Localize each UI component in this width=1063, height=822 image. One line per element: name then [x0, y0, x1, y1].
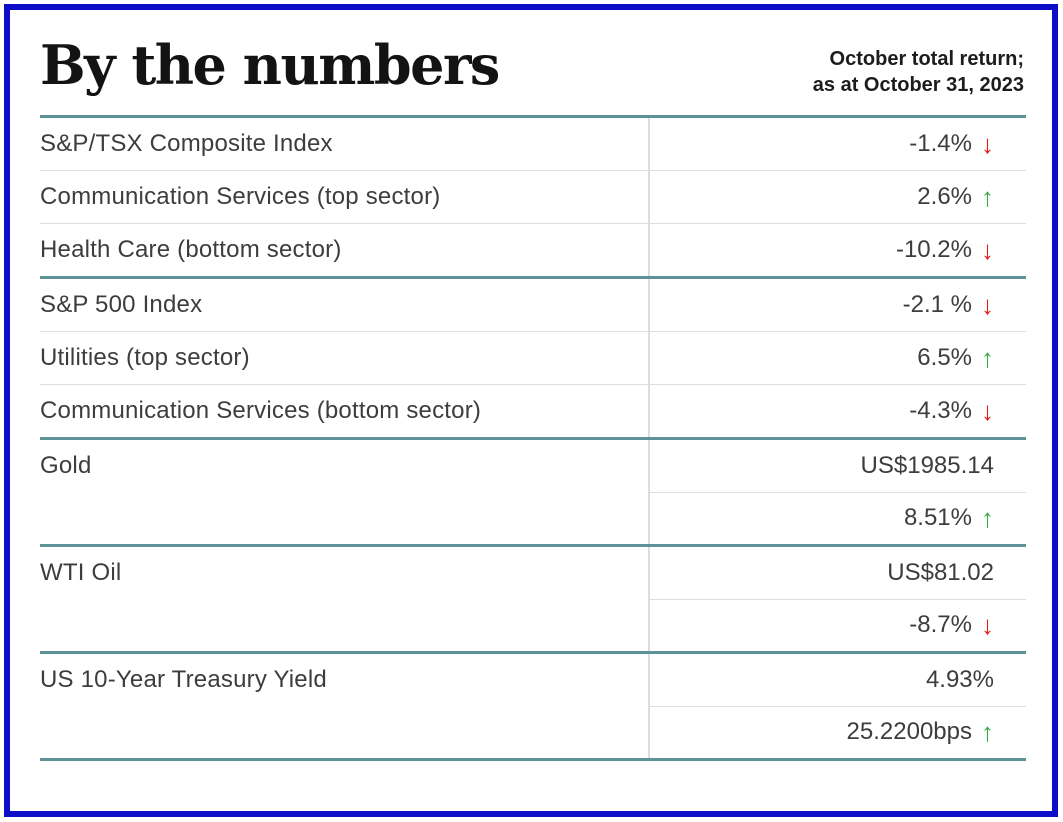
- value-text: US$81.02: [887, 558, 994, 586]
- value-text: 6.5%: [917, 343, 972, 371]
- row-value: 25.2200bps ↑: [650, 705, 1026, 758]
- caption-line-1: October total return;: [829, 48, 1024, 70]
- report-date-caption: October total return; as at October 31, …: [813, 36, 1024, 99]
- row-label: WTI Oil: [40, 558, 122, 586]
- value-text: 2.6%: [917, 182, 972, 210]
- value-text: US$1985.14: [860, 451, 994, 479]
- row-value: US$81.02: [650, 547, 1026, 599]
- row-value: -4.3% ↓: [648, 384, 1026, 437]
- value-text: 4.93%: [925, 665, 994, 693]
- table-row: Health Care (bottom sector) -10.2% ↓: [40, 222, 1026, 276]
- value-text: -8.7%: [909, 611, 972, 639]
- table-row: S&P/TSX Composite Index -1.4% ↓: [40, 117, 1026, 170]
- value-text: -10.2%: [895, 235, 972, 263]
- row-value: 6.5% ↑: [648, 331, 1026, 384]
- row-value-group: US$1985.14 8.51% ↑: [648, 439, 1026, 544]
- value-text: -1.4%: [909, 129, 972, 157]
- row-value: -8.7% ↓: [650, 598, 1026, 651]
- value-text: 8.51%: [903, 504, 972, 532]
- row-value: 8.51% ↑: [650, 491, 1026, 544]
- row-label: US 10-Year Treasury Yield: [40, 665, 327, 693]
- row-label: Communication Services (top sector): [40, 182, 441, 210]
- table-row: S&P 500 Index -2.1 % ↓: [40, 278, 1026, 331]
- row-value: -1.4% ↓: [648, 117, 1026, 170]
- page-title: By the numbers: [40, 33, 500, 97]
- row-value-group: 4.93% 25.2200bps ↑: [648, 653, 1026, 758]
- down-arrow-icon: ↓: [981, 395, 994, 426]
- up-arrow-icon: ↑: [981, 717, 994, 748]
- row-value: 4.93%: [650, 654, 1026, 706]
- row-label: Communication Services (bottom sector): [40, 396, 482, 424]
- down-arrow-icon: ↓: [981, 234, 994, 265]
- down-arrow-icon: ↓: [981, 289, 994, 320]
- table-section-wti-oil: WTI Oil US$81.02 -8.7% ↓: [40, 543, 1026, 651]
- by-the-numbers-table: S&P/TSX Composite Index -1.4% ↓ Communic…: [40, 114, 1026, 761]
- row-label: S&P/TSX Composite Index: [40, 129, 333, 157]
- row-value-group: US$81.02 -8.7% ↓: [648, 546, 1026, 651]
- up-arrow-icon: ↑: [981, 503, 994, 534]
- row-label: S&P 500 Index: [40, 290, 203, 318]
- value-text: -4.3%: [909, 396, 972, 424]
- row-label: Gold: [40, 451, 92, 479]
- table-section-gold: Gold US$1985.14 8.51% ↑: [40, 436, 1026, 544]
- table-row: Communication Services (bottom sector) -…: [40, 383, 1026, 437]
- caption-line-2: as at October 31, 2023: [812, 74, 1024, 97]
- down-arrow-icon: ↓: [981, 128, 994, 159]
- row-value: 2.6% ↑: [648, 170, 1026, 223]
- value-text: -2.1 %: [902, 290, 972, 318]
- infographic-frame: By the numbers October total return; as …: [4, 4, 1058, 817]
- row-label: Health Care (bottom sector): [40, 235, 342, 263]
- table-row: Gold US$1985.14 8.51% ↑: [40, 439, 1026, 544]
- down-arrow-icon: ↓: [981, 610, 994, 641]
- up-arrow-icon: ↑: [981, 342, 994, 373]
- row-value: US$1985.14: [650, 440, 1026, 492]
- up-arrow-icon: ↑: [981, 181, 994, 212]
- row-value: -2.1 % ↓: [648, 278, 1026, 331]
- row-label: Utilities (top sector): [40, 343, 250, 371]
- header: By the numbers October total return; as …: [10, 10, 1052, 99]
- value-text: 25.2200bps: [846, 718, 972, 746]
- table-row: WTI Oil US$81.02 -8.7% ↓: [40, 546, 1026, 651]
- table-section-treasury: US 10-Year Treasury Yield 4.93% 25.2200b…: [40, 650, 1026, 758]
- table-row: US 10-Year Treasury Yield 4.93% 25.2200b…: [40, 653, 1026, 758]
- table-section-tsx: S&P/TSX Composite Index -1.4% ↓ Communic…: [40, 114, 1026, 276]
- table-row: Communication Services (top sector) 2.6%…: [40, 169, 1026, 223]
- row-value: -10.2% ↓: [648, 223, 1026, 276]
- table-section-sp500: S&P 500 Index -2.1 % ↓ Utilities (top se…: [40, 275, 1026, 437]
- table-row: Utilities (top sector) 6.5% ↑: [40, 330, 1026, 384]
